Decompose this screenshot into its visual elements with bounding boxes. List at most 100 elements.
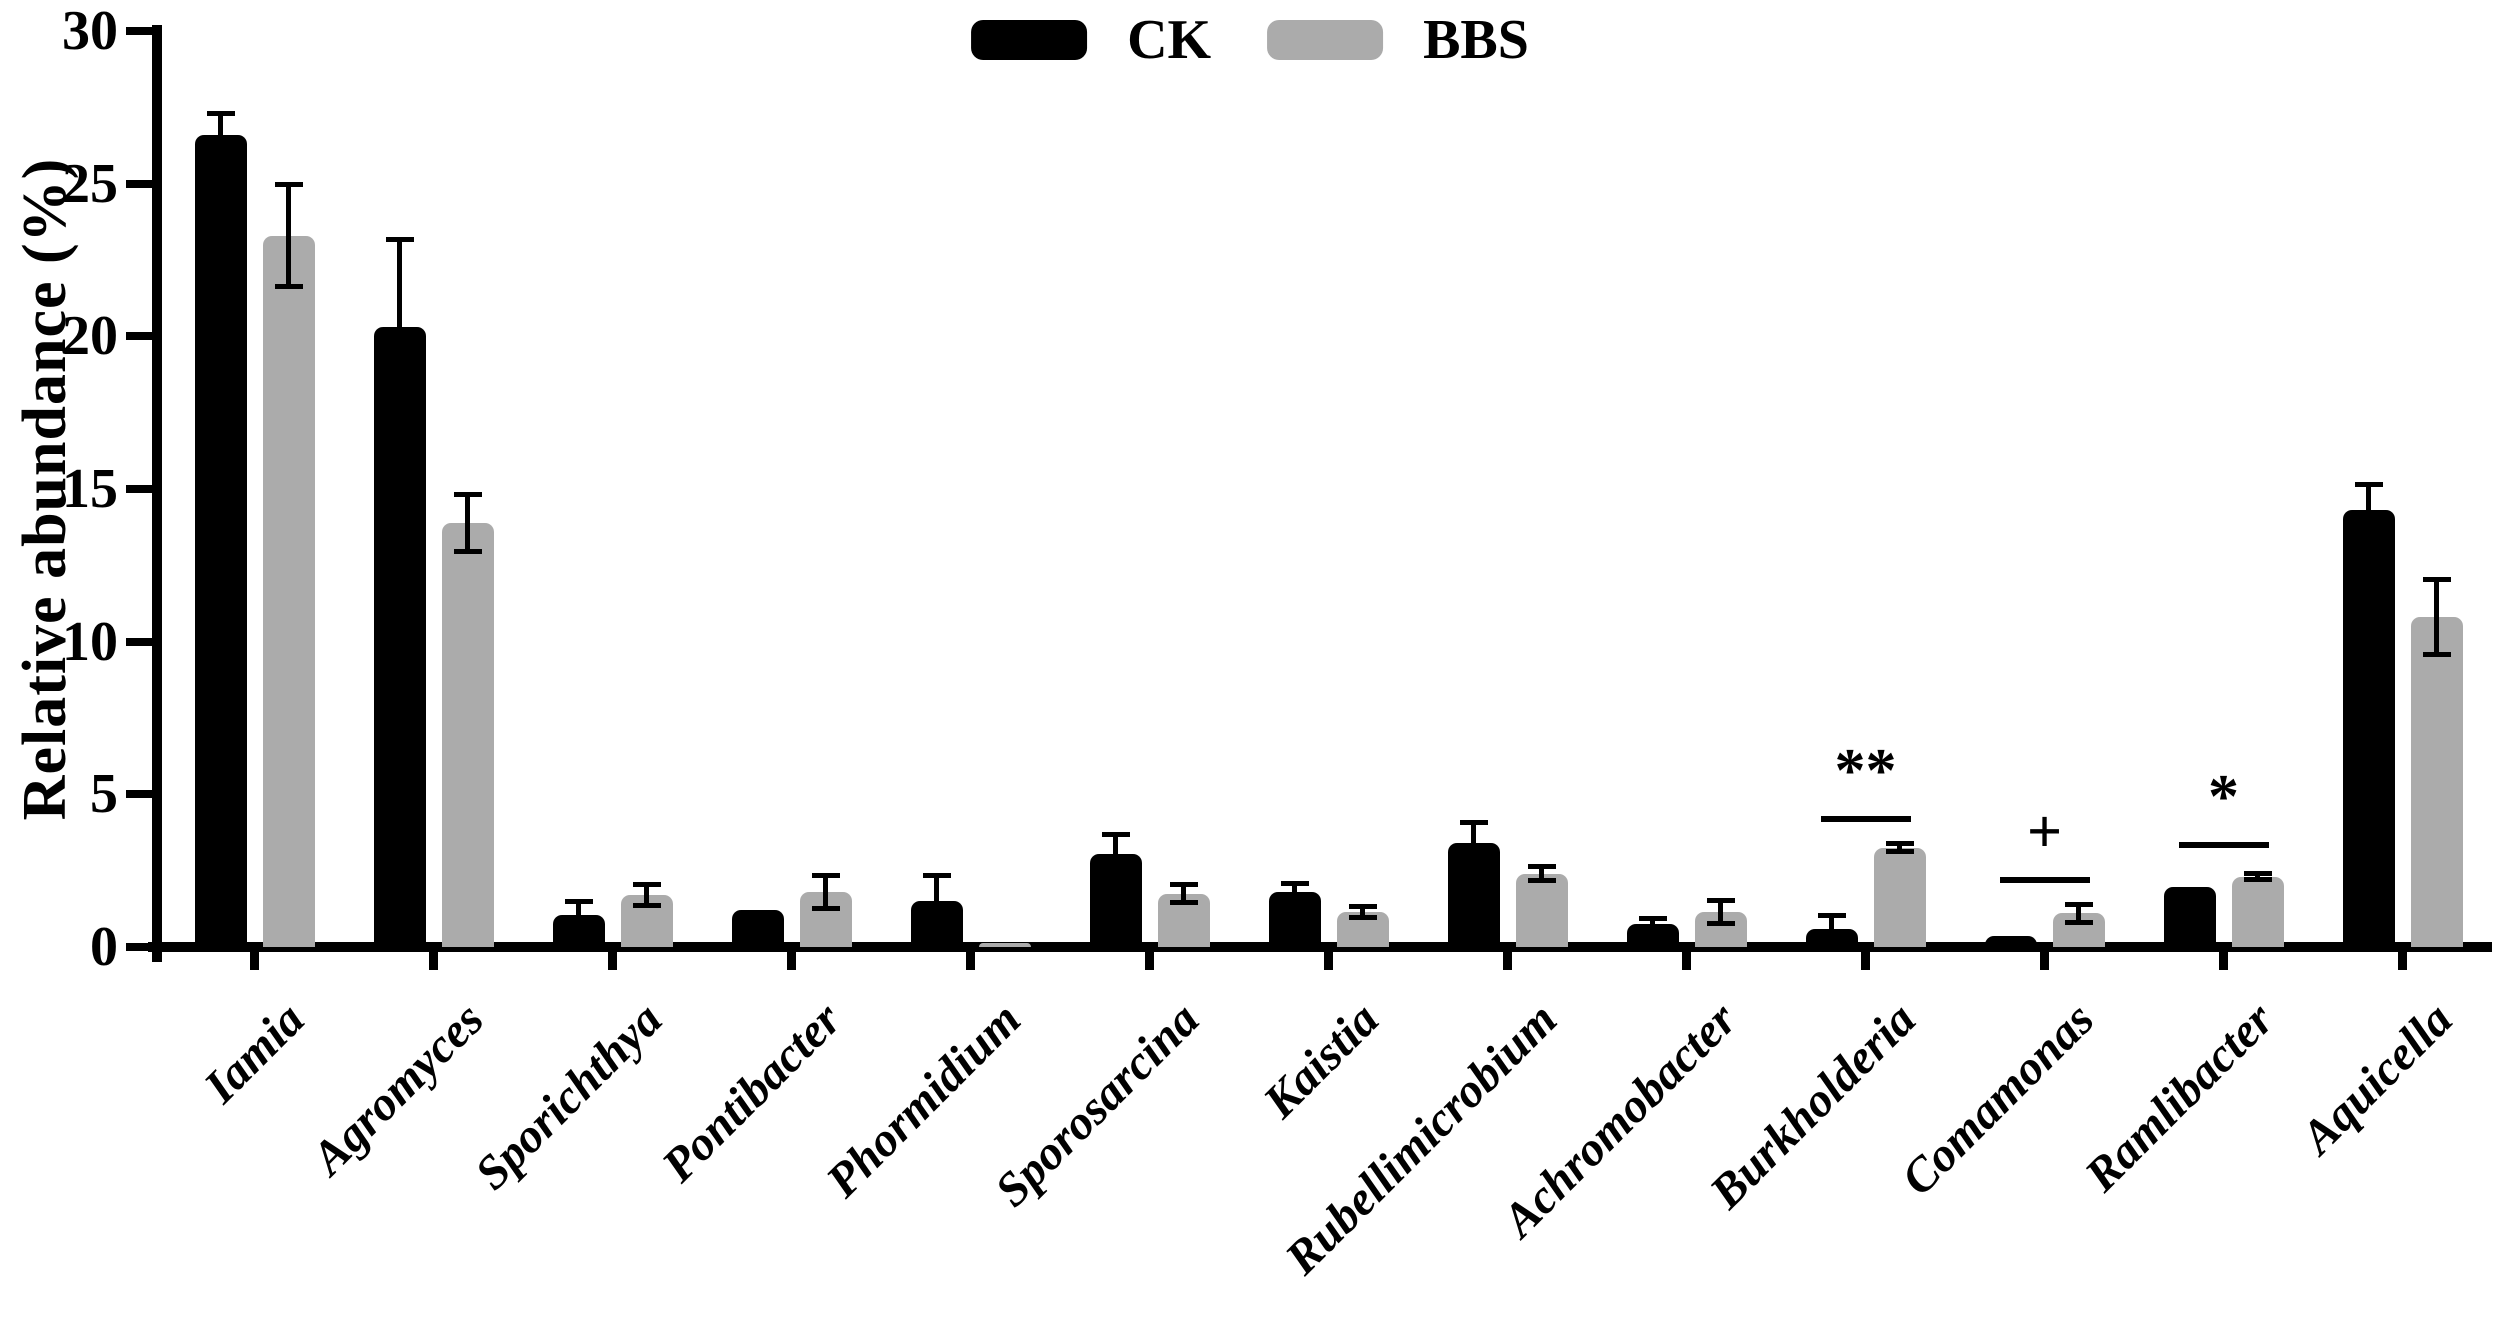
- bar-ck: [731, 910, 784, 947]
- error-bar-cap: [206, 153, 235, 159]
- bar-ck: [2163, 887, 2216, 947]
- bbs-swatch-icon: [1267, 20, 1384, 60]
- error-bar: [934, 875, 939, 928]
- error-bar-cap: [274, 284, 303, 290]
- error-bar-cap: [811, 905, 840, 911]
- error-bar-cap: [1885, 849, 1914, 855]
- error-bar: [1471, 821, 1476, 865]
- y-tick-label: 15: [62, 458, 118, 520]
- significance-line: [2178, 841, 2269, 848]
- y-tick-label: 25: [62, 152, 118, 215]
- error-bar-cap: [1101, 832, 1130, 838]
- error-bar: [644, 884, 649, 906]
- x-category-label: Comamonas: [1891, 992, 2105, 1206]
- error-bar-cap: [2064, 902, 2093, 908]
- bar-bbs: [1873, 847, 1926, 947]
- x-axis-line: [148, 942, 2492, 952]
- legend-label-bbs: BBS: [1423, 9, 1529, 71]
- error-bar-cap: [1817, 939, 1846, 945]
- x-category-label: Iamia: [194, 992, 315, 1114]
- error-bar-cap: [1101, 870, 1130, 876]
- bar-bbs: [262, 235, 315, 947]
- error-bar-cap: [1638, 915, 1667, 921]
- ck-swatch-icon: [971, 20, 1088, 60]
- y-tick: [126, 637, 152, 646]
- x-tick: [1503, 952, 1512, 970]
- x-category-label: Aquicella: [2291, 992, 2463, 1165]
- significance-marker: +: [2026, 797, 2063, 866]
- bar-bbs: [441, 522, 494, 947]
- y-tick-label: 30: [62, 0, 118, 62]
- x-tick: [1145, 952, 1154, 970]
- x-tick: [1682, 952, 1691, 970]
- y-tick-label: 20: [62, 305, 118, 368]
- error-bar-cap: [2243, 877, 2272, 883]
- error-bar: [1897, 843, 1902, 853]
- y-axis-line: [152, 25, 162, 962]
- significance-marker: **: [1834, 736, 1897, 805]
- error-bar-cap: [1280, 880, 1309, 886]
- error-bar: [1181, 884, 1186, 903]
- error-bar-cap: [206, 111, 235, 117]
- error-bar-cap: [1706, 921, 1735, 927]
- error-bar: [2255, 873, 2260, 881]
- error-bar-cap: [2243, 871, 2272, 877]
- bar-ck: [1984, 936, 2037, 947]
- y-tick: [126, 179, 152, 188]
- significance-line: [1820, 815, 1911, 822]
- y-tick: [126, 943, 152, 951]
- legend-item-bbs: BBS: [1267, 8, 1529, 72]
- error-bar: [1292, 882, 1297, 902]
- x-category-label: Agromyces: [301, 992, 494, 1185]
- error-bar-cap: [564, 899, 593, 905]
- x-tick: [250, 952, 259, 970]
- error-bar-cap: [2422, 577, 2451, 583]
- y-tick-label: 0: [90, 916, 118, 978]
- y-tick-label: 5: [90, 763, 118, 826]
- bar-bbs: [2231, 876, 2284, 947]
- error-bar: [1539, 866, 1544, 882]
- error-bar-cap: [453, 491, 482, 497]
- error-bar-cap: [1459, 861, 1488, 867]
- error-bar: [576, 901, 581, 929]
- error-bar-cap: [1527, 878, 1556, 884]
- x-tick: [787, 952, 796, 970]
- error-bar: [1360, 905, 1365, 918]
- x-category-label: Kaistia: [1253, 992, 1389, 1129]
- bar-bbs: [2410, 617, 2463, 947]
- bar-ck: [2342, 510, 2395, 947]
- error-bar-cap: [1527, 864, 1556, 870]
- error-bar-cap: [2064, 919, 2093, 925]
- error-bar-cap: [453, 548, 482, 554]
- error-bar-cap: [2422, 652, 2451, 658]
- legend: CK BBS: [971, 8, 1529, 72]
- error-bar: [1718, 899, 1723, 925]
- error-bar-cap: [1817, 912, 1846, 918]
- bar-bbs: [978, 943, 1031, 947]
- x-tick: [1324, 952, 1333, 970]
- x-tick: [2398, 952, 2407, 970]
- legend-item-ck: CK: [971, 8, 1211, 72]
- error-bar-cap: [2354, 533, 2383, 539]
- error-bar: [465, 493, 470, 552]
- error-bar-cap: [632, 902, 661, 908]
- y-tick: [126, 485, 152, 493]
- significance-line: [1999, 876, 2090, 883]
- error-bar-cap: [1280, 898, 1309, 904]
- error-bar: [397, 238, 402, 416]
- error-bar-cap: [1706, 897, 1735, 903]
- bar-bbs: [1515, 873, 1568, 947]
- error-bar: [823, 875, 828, 909]
- error-bar-cap: [564, 925, 593, 931]
- y-tick-label: 10: [62, 610, 118, 673]
- bar-ck: [194, 134, 247, 947]
- error-bar-cap: [1348, 903, 1377, 909]
- error-bar: [218, 113, 223, 157]
- error-bar-cap: [1459, 819, 1488, 825]
- error-bar: [286, 183, 291, 288]
- error-bar-cap: [632, 882, 661, 888]
- error-bar: [1650, 917, 1655, 931]
- error-bar-cap: [922, 924, 951, 930]
- error-bar-cap: [1169, 899, 1198, 905]
